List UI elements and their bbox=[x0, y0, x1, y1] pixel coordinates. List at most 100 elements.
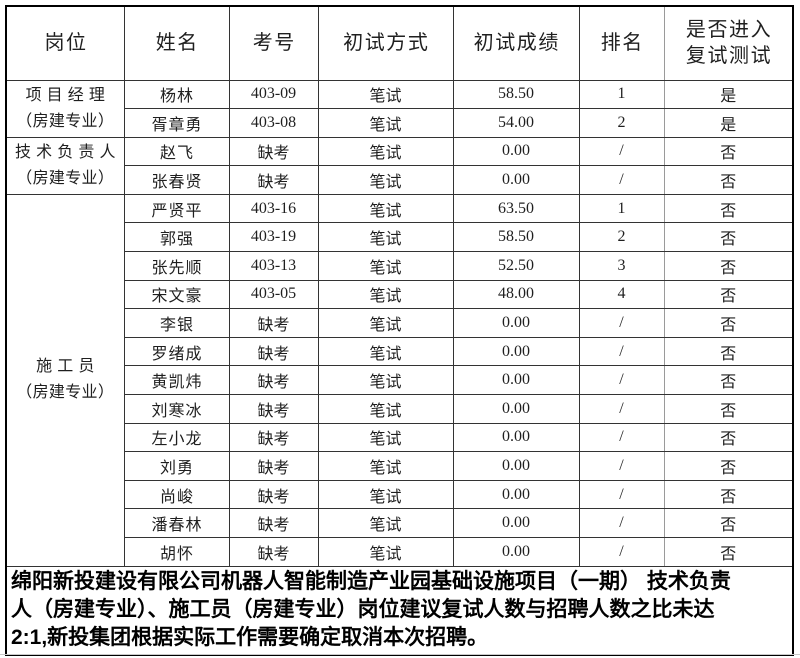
method-cell: 笔试 bbox=[317, 422, 454, 453]
cancellation-note: 绵阳新投建设有限公司机器人智能制造产业园基础设施项目（一期） 技术负责 人（房建… bbox=[5, 565, 794, 656]
group-label-line1: 施工员 bbox=[36, 358, 100, 376]
method-cell: 笔试 bbox=[317, 279, 454, 310]
score-cell: 52.50 bbox=[452, 251, 580, 281]
admit-cell: 否 bbox=[663, 451, 794, 481]
admit-cell: 否 bbox=[663, 136, 794, 167]
rank-cell: 1 bbox=[578, 79, 665, 110]
exam-no-cell: 缺考 bbox=[228, 422, 319, 453]
group-label-line2: （房建专业） bbox=[16, 112, 115, 130]
score-cell: 0.00 bbox=[452, 422, 580, 453]
score-cell: 0.00 bbox=[452, 165, 580, 195]
exam-no-cell: 缺考 bbox=[228, 308, 319, 338]
score-cell: 63.50 bbox=[452, 193, 580, 224]
name-cell: 李银 bbox=[123, 308, 230, 338]
name-cell: 郭强 bbox=[123, 222, 230, 253]
name-cell: 刘勇 bbox=[123, 451, 230, 481]
name-cell: 潘春林 bbox=[123, 508, 230, 538]
name-cell: 胡怀 bbox=[123, 537, 230, 567]
page-bottom-divider bbox=[0, 654, 800, 655]
method-cell: 笔试 bbox=[317, 193, 454, 224]
rank-cell: 1 bbox=[578, 193, 665, 224]
rank-cell: 2 bbox=[578, 108, 665, 138]
score-cell: 58.50 bbox=[452, 79, 580, 110]
header-admit-line2: 复试测试 bbox=[685, 45, 773, 68]
rank-cell: / bbox=[578, 479, 665, 510]
name-cell: 黄凯炜 bbox=[123, 365, 230, 396]
rank-cell: / bbox=[578, 394, 665, 424]
method-cell: 笔试 bbox=[317, 537, 454, 567]
header-exam-no: 考号 bbox=[228, 5, 319, 81]
exam-no-cell: 403-13 bbox=[228, 251, 319, 281]
name-cell: 宋文豪 bbox=[123, 279, 230, 310]
name-cell: 尚峻 bbox=[123, 479, 230, 510]
method-cell: 笔试 bbox=[317, 451, 454, 481]
exam-no-cell: 403-08 bbox=[228, 108, 319, 138]
table-row: 技术负责人 （房建专业） 赵飞 缺考 笔试 0.00 / 否 bbox=[5, 136, 794, 195]
rank-cell: 3 bbox=[578, 251, 665, 281]
method-cell: 笔试 bbox=[317, 251, 454, 281]
score-cell: 0.00 bbox=[452, 479, 580, 510]
exam-no-cell: 缺考 bbox=[228, 365, 319, 396]
footer-row: 绵阳新投建设有限公司机器人智能制造产业园基础设施项目（一期） 技术负责 人（房建… bbox=[5, 565, 794, 656]
method-cell: 笔试 bbox=[317, 108, 454, 138]
admit-cell: 否 bbox=[663, 222, 794, 253]
header-rank: 排名 bbox=[578, 5, 665, 81]
admit-cell: 是 bbox=[663, 108, 794, 138]
exam-no-cell: 缺考 bbox=[228, 508, 319, 538]
score-cell: 0.00 bbox=[452, 537, 580, 567]
admit-cell: 否 bbox=[663, 479, 794, 510]
rank-cell: / bbox=[578, 136, 665, 167]
admit-cell: 否 bbox=[663, 308, 794, 338]
score-cell: 0.00 bbox=[452, 308, 580, 338]
rank-cell: / bbox=[578, 422, 665, 453]
exam-no-cell: 缺考 bbox=[228, 136, 319, 167]
admit-cell: 否 bbox=[663, 394, 794, 424]
header-rank-label: 排名 bbox=[600, 32, 644, 55]
score-cell: 58.50 bbox=[452, 222, 580, 253]
name-cell: 张春贤 bbox=[123, 165, 230, 195]
exam-no-cell: 403-19 bbox=[228, 222, 319, 253]
admit-cell: 否 bbox=[663, 422, 794, 453]
admit-cell: 否 bbox=[663, 365, 794, 396]
header-position-label: 岗位 bbox=[44, 32, 88, 55]
method-cell: 笔试 bbox=[317, 165, 454, 195]
name-cell: 严贤平 bbox=[123, 193, 230, 224]
header-position: 岗位 bbox=[5, 5, 125, 81]
table-row: 罗绪成 缺考 笔试 0.00 / 否 bbox=[6, 336, 794, 367]
table-row: 胥章勇 403-08 笔试 54.00 2 是 bbox=[6, 108, 794, 138]
method-cell: 笔试 bbox=[317, 336, 454, 367]
group-label-line1: 技术负责人 bbox=[15, 143, 121, 161]
rank-cell: / bbox=[578, 308, 665, 338]
table-row: 郭强 403-19 笔试 58.50 2 否 bbox=[6, 222, 794, 253]
header-admit-line1: 是否进入 bbox=[685, 19, 773, 42]
name-cell: 胥章勇 bbox=[123, 108, 230, 138]
exam-no-cell: 403-16 bbox=[228, 193, 319, 224]
table-row: 刘寒冰 缺考 笔试 0.00 / 否 bbox=[6, 394, 794, 424]
table-row: 施工员 （房建专业） 严贤平 403-16 笔试 63.50 1 否 bbox=[5, 193, 794, 567]
table-row: 张先顺 403-13 笔试 52.50 3 否 bbox=[6, 251, 794, 281]
method-cell: 笔试 bbox=[317, 365, 454, 396]
method-cell: 笔试 bbox=[317, 79, 454, 110]
method-cell: 笔试 bbox=[317, 136, 454, 167]
exam-no-cell: 缺考 bbox=[228, 336, 319, 367]
name-cell: 左小龙 bbox=[123, 422, 230, 453]
header-score: 初试成绩 bbox=[452, 5, 580, 81]
note-line-2: 人（房建专业）、施工员（房建专业）岗位建议复试人数与招聘人数之比未达 bbox=[11, 597, 715, 621]
admit-cell: 否 bbox=[663, 279, 794, 310]
name-cell: 刘寒冰 bbox=[123, 394, 230, 424]
score-cell: 0.00 bbox=[452, 336, 580, 367]
position-group-project-manager: 项目经理 （房建专业） bbox=[5, 79, 125, 138]
table-row: 宋文豪 403-05 笔试 48.00 4 否 bbox=[6, 279, 794, 310]
table-row: 项目经理 （房建专业） 杨林 403-09 笔试 58.50 1 是 bbox=[5, 79, 794, 138]
position-group-constructor: 施工员 （房建专业） bbox=[5, 193, 125, 567]
method-cell: 笔试 bbox=[317, 308, 454, 338]
admit-cell: 否 bbox=[663, 251, 794, 281]
exam-no-cell: 缺考 bbox=[228, 537, 319, 567]
exam-no-cell: 缺考 bbox=[228, 479, 319, 510]
group-label-line2: （房建专业） bbox=[16, 384, 115, 402]
exam-no-cell: 403-05 bbox=[228, 279, 319, 310]
exam-no-cell: 403-09 bbox=[228, 79, 319, 110]
header-method: 初试方式 bbox=[317, 5, 454, 81]
group-label-line2: （房建专业） bbox=[16, 169, 115, 187]
admit-cell: 否 bbox=[663, 165, 794, 195]
